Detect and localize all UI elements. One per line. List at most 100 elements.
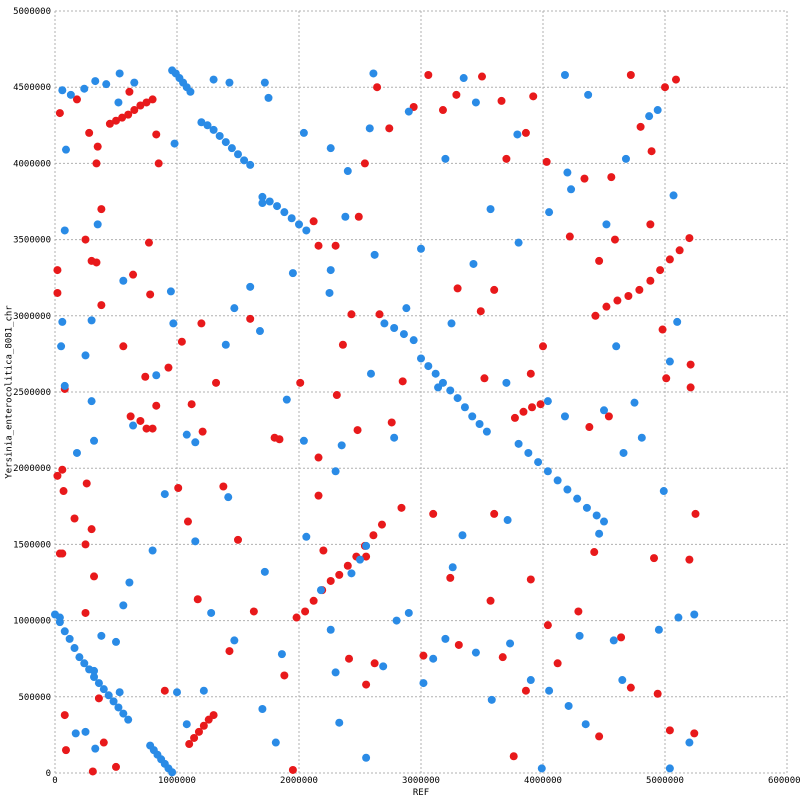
point — [146, 290, 155, 299]
point — [58, 317, 67, 326]
y-tick-label: 2000000 — [13, 464, 51, 474]
point — [92, 159, 101, 168]
point — [513, 130, 522, 139]
point — [190, 733, 199, 742]
point — [124, 715, 133, 724]
point — [87, 397, 96, 406]
point — [553, 476, 562, 485]
point — [591, 311, 600, 320]
point — [630, 398, 639, 407]
point — [398, 377, 407, 386]
point — [338, 340, 347, 349]
point — [356, 555, 364, 564]
point — [280, 671, 289, 680]
point — [90, 572, 99, 581]
x-tick-label: 2000000 — [280, 776, 318, 786]
point — [690, 610, 699, 619]
point — [287, 214, 296, 223]
y-tick-label: 3000000 — [13, 312, 51, 322]
point — [114, 703, 123, 712]
point — [563, 168, 572, 177]
point — [270, 433, 279, 442]
point — [573, 494, 582, 503]
point — [197, 319, 206, 328]
point — [636, 122, 645, 131]
point — [654, 625, 663, 634]
point — [309, 596, 318, 605]
point — [280, 208, 289, 217]
point — [60, 226, 69, 235]
point — [301, 607, 310, 616]
point — [105, 119, 114, 128]
point — [331, 467, 340, 476]
point — [331, 668, 340, 677]
point — [595, 256, 604, 265]
point — [114, 98, 123, 107]
point — [91, 744, 100, 753]
point — [119, 276, 128, 285]
point — [273, 202, 282, 211]
point — [299, 436, 308, 445]
point — [624, 291, 633, 300]
point — [53, 471, 62, 480]
point — [487, 695, 496, 704]
point — [402, 304, 411, 313]
point — [373, 83, 382, 92]
point — [58, 549, 67, 558]
point — [186, 87, 195, 96]
x-tick-label: 3000000 — [402, 776, 440, 786]
point — [341, 212, 350, 221]
point — [524, 448, 533, 457]
point — [335, 570, 344, 579]
point — [669, 191, 678, 200]
point — [458, 531, 467, 540]
point — [585, 423, 594, 432]
point — [221, 138, 230, 147]
x-axis-label: REF — [413, 788, 429, 798]
point — [595, 529, 604, 538]
point — [354, 212, 363, 221]
y-tick-label: 0 — [46, 769, 51, 779]
point — [656, 266, 665, 275]
point — [646, 220, 655, 229]
point — [452, 90, 461, 99]
point — [148, 424, 157, 433]
point — [104, 691, 113, 700]
point — [471, 648, 480, 657]
point — [258, 199, 267, 208]
point — [563, 485, 572, 494]
point — [635, 285, 644, 294]
point — [665, 764, 674, 773]
point — [160, 490, 169, 499]
point — [182, 430, 191, 439]
point — [258, 192, 267, 201]
point — [173, 688, 181, 697]
point — [97, 205, 106, 214]
point — [207, 608, 216, 617]
point — [70, 644, 79, 653]
point — [459, 74, 468, 83]
point — [60, 627, 69, 636]
point — [686, 360, 695, 369]
point — [347, 310, 356, 319]
point — [119, 601, 128, 610]
point — [215, 131, 224, 140]
point — [609, 636, 618, 645]
y-tick-label: 4500000 — [13, 83, 51, 93]
point — [118, 113, 127, 122]
point — [319, 546, 328, 555]
point — [183, 517, 192, 526]
point — [119, 342, 128, 351]
y-tick-label: 5000000 — [13, 7, 51, 17]
point — [87, 316, 96, 325]
point — [521, 128, 530, 137]
point — [653, 689, 662, 698]
point — [387, 418, 396, 427]
point — [295, 220, 303, 229]
point — [58, 465, 67, 474]
point — [292, 613, 301, 622]
point — [581, 720, 590, 729]
point — [409, 336, 418, 345]
point — [671, 75, 680, 84]
point — [617, 633, 626, 642]
